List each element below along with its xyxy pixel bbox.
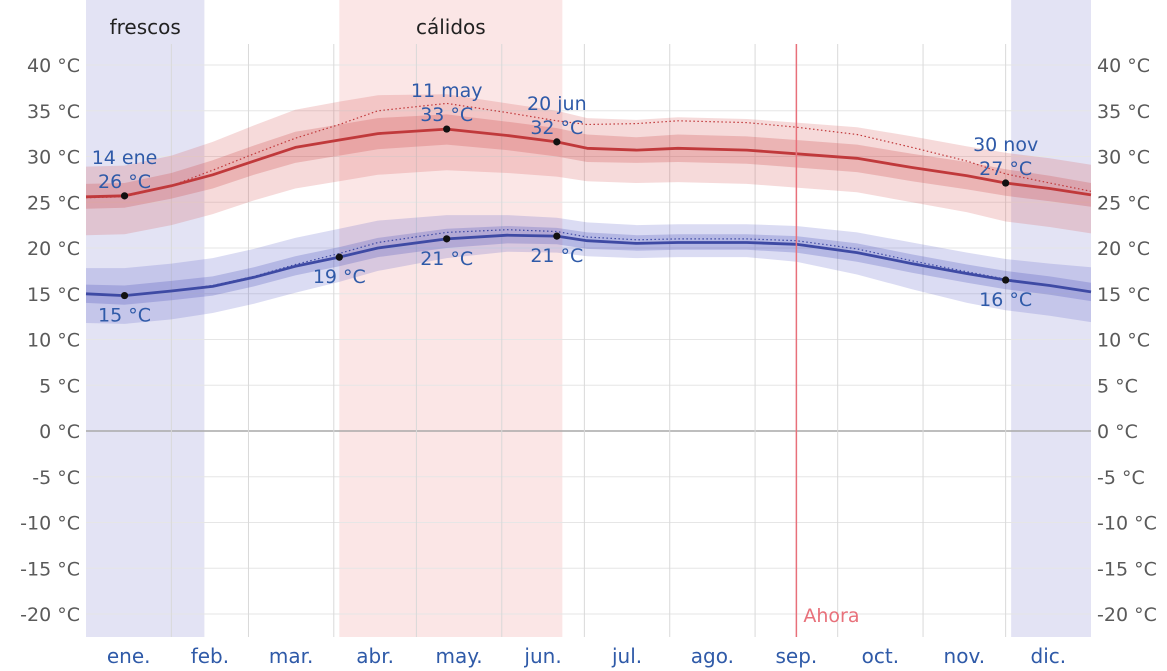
y-tick-label-left: 5 °C (39, 375, 80, 397)
season-band (86, 0, 205, 637)
season-label: frescos (110, 15, 181, 39)
y-tick-label-right: 35 °C (1097, 101, 1150, 123)
annotation-point (443, 235, 451, 243)
season-bands: frescos cálidos (86, 0, 1091, 637)
high-line (85, 127, 1092, 199)
annotation-point (553, 138, 561, 146)
y-tick-label-left: -20 °C (20, 604, 80, 626)
month-label: mar. (269, 644, 313, 668)
annotation-label: 27 °C (979, 158, 1032, 180)
annotation-label: 26 °C (98, 171, 151, 193)
y-tick-label-right: 5 °C (1097, 375, 1138, 397)
season-band (1011, 0, 1091, 637)
month-label: ene. (107, 644, 151, 668)
high-band-p25-p75 (86, 114, 1091, 209)
y-tick-label-left: 10 °C (27, 330, 80, 352)
y-tick-label-left: 30 °C (27, 147, 80, 169)
low-band-p10-p90 (86, 215, 1091, 324)
y-tick-label-left: 40 °C (27, 55, 80, 77)
annotation-point (120, 291, 129, 300)
y-tick-label-left: 15 °C (27, 284, 80, 306)
annotation-label: 11 may (411, 80, 483, 102)
month-label: dic. (1031, 644, 1067, 668)
season-label: cálidos (416, 15, 486, 39)
annotation-label: 19 °C (313, 266, 366, 288)
month-label: abr. (356, 644, 394, 668)
high-band-p10-p90 (86, 94, 1091, 236)
y-tick-label-right: 10 °C (1097, 330, 1150, 352)
y-tick-label-left: -5 °C (32, 467, 80, 489)
annotation-point (443, 125, 451, 133)
month-label: may. (436, 644, 483, 668)
month-label: ago. (691, 644, 734, 668)
y-tick-label-left: 25 °C (27, 192, 80, 214)
annotation-label: 21 °C (530, 245, 583, 267)
annotation-label: 32 °C (530, 117, 583, 139)
month-label: feb. (191, 644, 229, 668)
season-band (339, 0, 563, 637)
now-label: Ahora (803, 605, 859, 627)
annotation-point (553, 232, 561, 240)
annotation-label: 14 ene (92, 147, 158, 169)
y-tick-label-right: 15 °C (1097, 284, 1150, 306)
annotation-label: 21 °C (420, 248, 473, 270)
month-label: nov. (944, 644, 986, 668)
y-tick-label-right: 25 °C (1097, 192, 1150, 214)
y-tick-label-right: -5 °C (1097, 467, 1145, 489)
y-tick-label-right: 30 °C (1097, 147, 1150, 169)
annotation-point (335, 253, 343, 261)
y-tick-label-right: -10 °C (1097, 513, 1157, 535)
y-tick-label-right: 0 °C (1097, 421, 1138, 443)
temperature-series: Ahora (85, 44, 1092, 637)
y-tick-label-left: -10 °C (20, 513, 80, 535)
month-label: sep. (775, 644, 817, 668)
annotation-label: 15 °C (98, 305, 151, 327)
annotation-label: 33 °C (420, 104, 473, 126)
low-line (85, 233, 1092, 297)
month-label: oct. (862, 644, 899, 668)
annotation-point (120, 192, 129, 200)
y-tick-label-left: -15 °C (20, 558, 80, 580)
annotation-point (1002, 179, 1010, 187)
y-tick-label-left: 35 °C (27, 101, 80, 123)
low-band-p25-p75 (86, 226, 1091, 305)
y-tick-label-right: -20 °C (1097, 604, 1157, 626)
y-tick-label-right: 20 °C (1097, 238, 1150, 260)
y-tick-label-left: 20 °C (27, 238, 80, 260)
annotation-label: 30 nov (973, 134, 1038, 156)
annotation-label: 20 jun (527, 93, 587, 115)
y-tick-label-left: 0 °C (39, 421, 80, 443)
y-tick-label-right: -15 °C (1097, 558, 1157, 580)
high-perceived-line (85, 102, 1092, 199)
annotation-label: 16 °C (979, 289, 1032, 311)
axis-labels: -20 °C -20 °C -15 °C -15 °C -10 °C -10 °C -5 °… (20, 55, 1157, 668)
annotation-point (1002, 276, 1010, 284)
month-label: jul. (611, 644, 642, 668)
y-tick-label-right: 40 °C (1097, 55, 1150, 77)
grid-lines (86, 44, 1091, 637)
month-label: jun. (523, 644, 561, 668)
